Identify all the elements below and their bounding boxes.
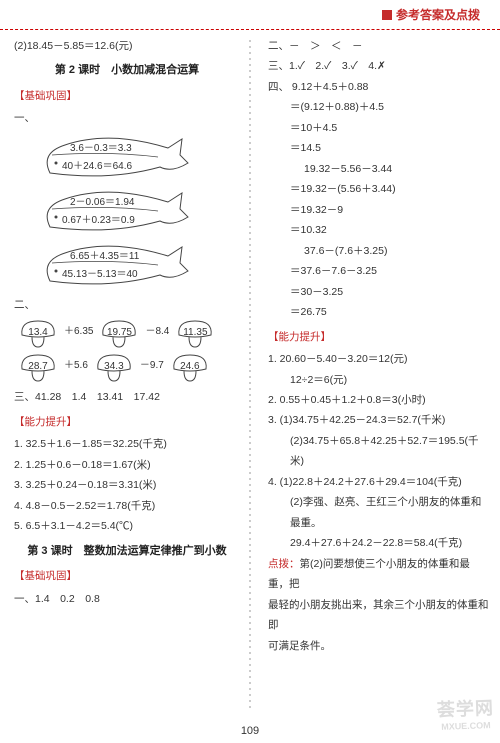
lesson2-title: 第 2 课时 小数加减混合运算 — [14, 60, 240, 81]
mushroom-row-2: 28.7 ＋5.6 34.3 －9.7 24.6 — [18, 353, 240, 383]
block2-line0: 19.32－5.56－3.44 — [268, 159, 490, 179]
right-column: 二、－ ＞ ＜ － 三、1.✓ 2.✓ 3.✓ 4.✗ 四、 9.12＋4.5＋… — [250, 30, 500, 720]
hint-line2: 可满足条件。 — [268, 636, 490, 656]
mushroom-row-1: 13.4 ＋6.35 19.75 －8.4 11.35 — [18, 319, 240, 349]
r-ab1a: 1. 20.60－5.40－3.20＝12(元) — [268, 349, 490, 369]
block2-line2: ＝19.32－9 — [268, 200, 490, 220]
four-label-text: 四、 — [268, 81, 289, 93]
block1-line3: ＝14.5 — [268, 138, 490, 158]
r-ab4a: 4. (1)22.8＋24.2＋27.6＋29.4＝104(千克) — [268, 472, 490, 492]
r-ab4b: (2)李强、赵亮、王红三个小朋友的体重和最重。 — [268, 492, 490, 533]
r-ab4c: 29.4＋27.6＋24.2－22.8＝58.4(千克) — [268, 533, 490, 553]
column-divider — [249, 38, 251, 710]
left-column: (2)18.45－5.85＝12.6(元) 第 2 课时 小数加减混合运算 【基… — [0, 30, 250, 720]
whale2-eq1: 2－0.06＝1.94 — [70, 193, 135, 213]
mush-val: 11.35 — [183, 323, 207, 343]
mush-op: ＋6.35 — [64, 322, 93, 342]
block3-line3: ＝26.75 — [268, 302, 490, 322]
block3-line2: ＝30－3.25 — [268, 282, 490, 302]
hint-label: 点拨： — [268, 558, 300, 570]
content-area: (2)18.45－5.85＝12.6(元) 第 2 课时 小数加减混合运算 【基… — [0, 30, 500, 720]
mush-val: 24.6 — [180, 357, 199, 377]
block1-line0: 9.12＋4.5＋0.88 — [292, 81, 368, 93]
mushroom: 11.35 — [175, 319, 215, 349]
page-header: 参考答案及点拨 — [0, 0, 500, 30]
right-three-line: 三、1.✓ 2.✓ 3.✓ 4.✗ — [268, 56, 490, 76]
ability-4: 4. 4.8－0.5－2.52＝1.78(千克) — [14, 496, 240, 516]
mush-op: －9.7 — [140, 356, 164, 376]
ability-5: 5. 6.5＋3.1－4.2＝5.4(℃) — [14, 516, 240, 536]
whale-2: 2－0.06＝1.94 0.67＋0.23＝0.9 — [40, 187, 190, 237]
block3-line0: 37.6－(7.6＋3.25) — [268, 241, 490, 261]
pill-basic-1: 【基础巩固】 — [14, 86, 240, 106]
whale1-eq2: 40＋24.6＝64.6 — [62, 157, 132, 177]
whale2-eq2: 0.67＋0.23＝0.9 — [62, 211, 135, 231]
lesson3-title: 第 3 课时 整数加法运算定律推广到小数 — [14, 541, 240, 562]
right-four-label: 四、 9.12＋4.5＋0.88 — [268, 77, 490, 97]
ability-1: 1. 32.5＋1.6－1.85＝32.25(千克) — [14, 434, 240, 454]
watermark-main: 荟学网 — [437, 698, 495, 720]
r-ab3b: (2)34.75＋65.8＋42.25＋52.7＝195.5(千米) — [268, 431, 490, 472]
block2-line3: ＝10.32 — [268, 220, 490, 240]
whale-3: 6.65＋4.35＝11 45.13－5.13＝40 — [40, 241, 190, 291]
whale-1: 3.6－0.3＝3.3 40＋24.6＝64.6 — [40, 133, 190, 183]
header-label: 参考答案及点拨 — [382, 6, 480, 23]
r-ab3a: 3. (1)34.75＋42.25－24.3＝52.7(千米) — [268, 410, 490, 430]
watermark-sub: MXUE.COM — [437, 720, 494, 732]
left-three-line: 三、41.28 1.4 13.41 17.42 — [14, 387, 240, 407]
mush-val: 34.3 — [104, 357, 123, 377]
block2-line1: ＝19.32－(5.56＋3.44) — [268, 179, 490, 199]
mush-val: 13.4 — [28, 323, 47, 343]
r-ab2: 2. 0.55＋0.45＋1.2＋0.8＝3(小时) — [268, 390, 490, 410]
pill-ability-left: 【能力提升】 — [14, 412, 240, 432]
block1-line2: ＝10＋4.5 — [268, 118, 490, 138]
mush-val: 28.7 — [28, 357, 47, 377]
mushroom: 24.6 — [170, 353, 210, 383]
mushroom: 13.4 — [18, 319, 58, 349]
left-bottom-line: 一、1.4 0.2 0.8 — [14, 589, 240, 609]
pill-ability-right: 【能力提升】 — [268, 327, 490, 347]
watermark: 荟学网 MXUE.COM — [436, 694, 494, 732]
ability-3: 3. 3.25＋0.24－0.18＝3.31(米) — [14, 475, 240, 495]
mushroom: 28.7 — [18, 353, 58, 383]
mush-op: ＋5.6 — [64, 356, 88, 376]
section-two-label: 二、 — [14, 295, 240, 315]
block1-line1: ＝(9.12＋0.88)＋4.5 — [268, 97, 490, 117]
mush-val: 19.75 — [107, 323, 132, 343]
whale1-eq1: 3.6－0.3＝3.3 — [70, 139, 132, 159]
r-ab1b: 12÷2＝6(元) — [268, 370, 490, 390]
hint-block: 点拨：第(2)问要想使三个小朋友的体重和最重，把 — [268, 554, 490, 595]
whale3-eq1: 6.65＋4.35＝11 — [70, 247, 139, 267]
pill-basic-2: 【基础巩固】 — [14, 566, 240, 586]
section-one-label: 一、 — [14, 108, 240, 128]
mushroom: 19.75 — [99, 319, 139, 349]
mush-op: －8.4 — [145, 322, 169, 342]
page-number: 109 — [0, 725, 500, 737]
right-two-line: 二、－ ＞ ＜ － — [268, 36, 490, 56]
block3-line1: ＝37.6－7.6－3.25 — [268, 261, 490, 281]
mushroom: 34.3 — [94, 353, 134, 383]
whale3-eq2: 45.13－5.13＝40 — [62, 265, 138, 285]
ability-2: 2. 1.25＋0.6－0.18＝1.67(米) — [14, 455, 240, 475]
hint-line1: 最轻的小朋友挑出来，其余三个小朋友的体重和即 — [268, 595, 490, 636]
left-top-line: (2)18.45－5.85＝12.6(元) — [14, 36, 240, 56]
